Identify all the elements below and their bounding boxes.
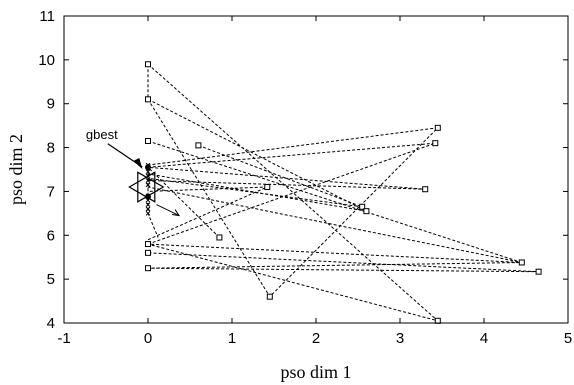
x-tick-label: 0 bbox=[144, 330, 152, 347]
particle-marker bbox=[535, 268, 542, 275]
y-axis-label: pso dim 2 bbox=[6, 134, 26, 205]
particle-marker bbox=[145, 96, 151, 103]
y-tick-label: 5 bbox=[47, 271, 55, 288]
particle-marker bbox=[264, 184, 271, 191]
particle-marker bbox=[216, 234, 223, 241]
particle-marker bbox=[195, 142, 202, 149]
particle-marker bbox=[145, 241, 151, 248]
x-tick-label: 3 bbox=[396, 330, 404, 347]
gbest-star-marker bbox=[137, 171, 165, 203]
y-tick-label: 10 bbox=[38, 52, 55, 69]
gbest-star-marker bbox=[128, 171, 156, 203]
y-tick-label: 9 bbox=[47, 96, 55, 113]
chart-marks: gbest bbox=[86, 61, 542, 324]
particle-marker bbox=[518, 259, 525, 266]
y-tick-label: 7 bbox=[47, 183, 55, 200]
converged-marker bbox=[145, 202, 151, 207]
particle-marker bbox=[145, 61, 151, 68]
x-tick-label: -1 bbox=[57, 330, 70, 347]
particle-marker bbox=[363, 208, 370, 215]
x-tick-label: 4 bbox=[480, 330, 488, 347]
gbest-arrowhead bbox=[133, 158, 143, 170]
converged-marker bbox=[145, 169, 151, 175]
y-tick-label: 11 bbox=[39, 8, 55, 25]
particle-marker bbox=[359, 203, 366, 210]
gbest-label: gbest bbox=[86, 127, 118, 142]
particle-path bbox=[147, 142, 436, 245]
particle-path bbox=[147, 98, 367, 212]
plot-frame bbox=[63, 15, 569, 324]
particle-path bbox=[147, 169, 268, 241]
particle-marker bbox=[434, 124, 441, 131]
x-tick-label: 2 bbox=[312, 330, 320, 347]
converged-marker bbox=[145, 206, 151, 212]
particle-path bbox=[147, 63, 522, 322]
y-tick-label: 4 bbox=[47, 315, 55, 332]
particle-marker bbox=[422, 186, 429, 193]
converged-point bbox=[145, 164, 151, 171]
particle-path bbox=[147, 166, 220, 238]
velocity-arrowhead bbox=[172, 209, 181, 217]
particle-marker bbox=[266, 293, 273, 300]
particle-path bbox=[147, 140, 539, 273]
x-tick-label: 1 bbox=[228, 330, 236, 347]
particle-marker bbox=[145, 137, 151, 144]
particle-marker bbox=[145, 249, 151, 256]
particle-marker bbox=[145, 265, 151, 272]
converged-marker bbox=[145, 211, 151, 216]
x-axis-label: pso dim 1 bbox=[280, 362, 351, 382]
velocity-arrow bbox=[156, 204, 180, 217]
x-tick-label: 5 bbox=[564, 330, 572, 347]
y-tick-label: 6 bbox=[47, 227, 55, 244]
particle-marker bbox=[432, 140, 439, 147]
y-tick-label: 8 bbox=[47, 140, 55, 157]
converged-marker bbox=[145, 182, 151, 188]
axis-ticks: -1 0 1 2 3 4 5 4 5 6 7 8 9 10 11 bbox=[38, 8, 572, 347]
